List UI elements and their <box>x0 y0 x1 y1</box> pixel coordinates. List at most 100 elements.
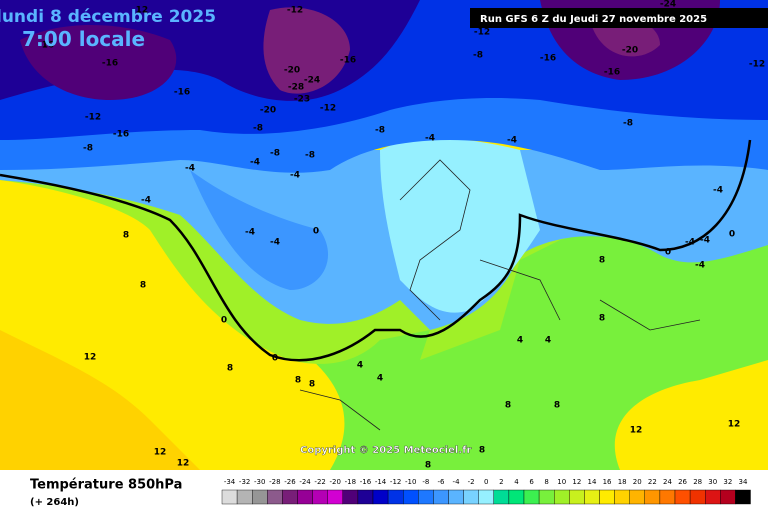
contour-label: 4 <box>357 361 363 371</box>
legend-swatch <box>448 489 464 505</box>
contour-label: 12 <box>154 448 167 458</box>
temperature-field <box>0 0 768 470</box>
contour-label: -4 <box>695 261 705 271</box>
contour-label: -12 <box>320 104 336 114</box>
legend-tick-label: -10 <box>405 478 416 486</box>
legend-tick-label: 20 <box>633 478 642 486</box>
contour-label: -8 <box>305 151 315 161</box>
legend-swatch <box>689 489 706 505</box>
legend-tick-label: -20 <box>330 478 341 486</box>
legend-swatch <box>735 489 751 505</box>
legend-tick-label: 32 <box>723 478 732 486</box>
legend-swatch <box>493 489 510 505</box>
legend-swatch <box>463 489 479 505</box>
contour-label: -16 <box>604 68 620 78</box>
legend-tick-label: 8 <box>544 478 548 486</box>
legend-tick-label: 24 <box>663 478 672 486</box>
legend-tick-label: 22 <box>648 478 657 486</box>
legend-swatch <box>674 489 691 505</box>
contour-label: -4 <box>250 158 260 168</box>
contour-label: -24 <box>660 0 676 10</box>
legend-tick-label: 10 <box>557 478 566 486</box>
legend-swatch <box>251 489 268 505</box>
contour-label: -4 <box>185 164 195 174</box>
contour-label: 12 <box>728 420 741 430</box>
contour-label: -4 <box>245 228 255 238</box>
legend-swatch <box>659 489 676 505</box>
contour-label: 8 <box>425 461 431 471</box>
legend-swatch <box>297 489 313 505</box>
legend-swatch <box>644 489 661 505</box>
legend-swatch <box>478 489 495 505</box>
contour-label: -8 <box>375 126 385 136</box>
legend-tick-label: -8 <box>422 478 429 486</box>
legend-tick-label: -32 <box>239 478 250 486</box>
legend-swatch <box>508 489 525 505</box>
contour-label: 8 <box>554 401 560 411</box>
contour-label: -16 <box>113 130 129 140</box>
contour-label: -28 <box>288 83 304 93</box>
legend-tick-label: 0 <box>484 478 488 486</box>
contour-label: -23 <box>294 95 310 105</box>
legend-tick-label: -4 <box>453 478 461 486</box>
legend: -34 -32 -30 -28 -26 -24 -22 -20 -18 -16 -14 -12 -10-… <box>221 478 751 505</box>
legend-tick-label: -6 <box>437 478 445 486</box>
contour-label: -12 <box>287 6 303 16</box>
contour-label: -20 <box>260 106 276 116</box>
contour-label: -4 <box>425 134 435 144</box>
legend-swatch <box>720 489 736 505</box>
contour-label: 0 <box>313 227 319 237</box>
legend-swatch <box>403 489 419 505</box>
legend-tick-label: 28 <box>693 478 702 486</box>
contour-label: 0 <box>272 354 278 364</box>
contour-label: 12 <box>84 353 97 363</box>
legend-tick-label: 2 <box>499 478 503 486</box>
contour-label: -16 <box>174 88 190 98</box>
contour-label: 8 <box>295 376 301 386</box>
legend-tick-label: -2 <box>468 478 475 486</box>
legend-tick-label: -34 <box>224 478 236 486</box>
contour-label: -4 <box>713 186 723 196</box>
contour-label: -20 <box>622 46 638 56</box>
legend-tick-label: 14 <box>587 478 596 486</box>
legend-tick-label: 18 <box>618 478 627 486</box>
legend-swatch <box>327 489 344 505</box>
legend-swatch <box>372 489 389 505</box>
contour-label: -8 <box>253 124 263 134</box>
forecast-date: lundi 8 décembre 2025 <box>0 7 216 27</box>
contour-label: -24 <box>304 76 320 86</box>
contour-label: -16 <box>38 41 54 51</box>
contour-label: 8 <box>123 231 129 241</box>
contour-label: -12 <box>474 28 490 38</box>
legend-tick-label: 34 <box>738 478 747 486</box>
legend-swatch <box>282 489 298 505</box>
legend-tick-label: -28 <box>269 478 280 486</box>
contour-label: 12 <box>177 459 190 469</box>
legend-swatch <box>554 489 570 505</box>
contour-label: -20 <box>284 66 300 76</box>
contour-label: 0 <box>729 230 735 240</box>
contour-label: -16 <box>540 54 556 64</box>
contour-label: 8 <box>227 364 233 374</box>
contour-label: -8 <box>473 51 483 61</box>
legend-tick-label: -16 <box>360 478 372 486</box>
contour-label: 8 <box>479 446 485 456</box>
contour-label: -4 <box>700 236 710 246</box>
contour-label: 0 <box>221 316 227 326</box>
contour-label: 4 <box>377 374 383 384</box>
contour-label: 8 <box>309 380 315 390</box>
legend-swatch <box>433 489 449 505</box>
legend-tick-label: 16 <box>603 478 612 486</box>
legend-tick-label: 6 <box>529 478 534 486</box>
contour-label: -4 <box>141 196 151 206</box>
legend-swatch <box>418 489 434 505</box>
legend-tick-label: -12 <box>390 478 401 486</box>
legend-swatch <box>523 489 540 505</box>
contour-label: -8 <box>623 119 633 129</box>
contour-label: 12 <box>630 426 643 436</box>
contour-label: 8 <box>505 401 511 411</box>
legend-tick-label: 26 <box>678 478 687 486</box>
lead-time: (+ 264h) <box>30 497 79 508</box>
